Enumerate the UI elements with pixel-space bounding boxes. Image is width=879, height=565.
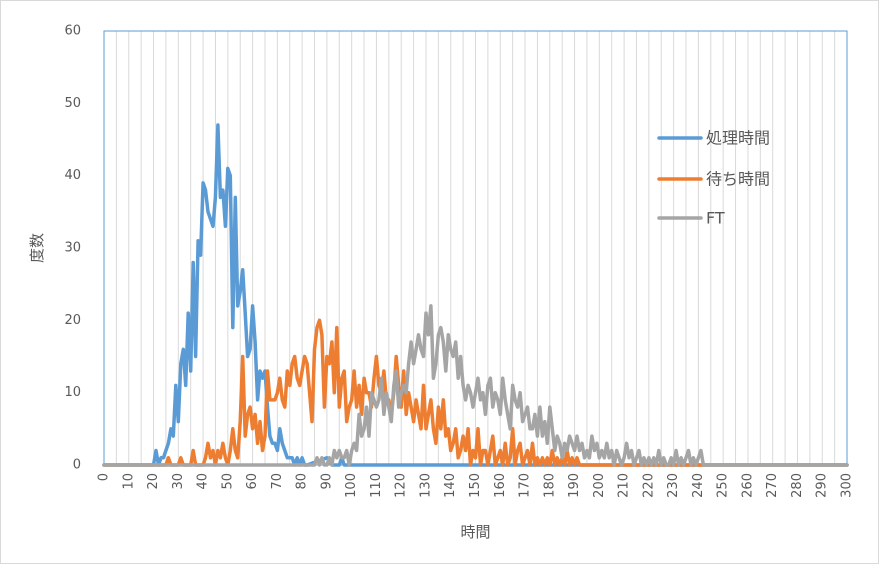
x-tick-label: 260 bbox=[740, 473, 755, 498]
x-tick-label: 90 bbox=[319, 473, 334, 490]
y-tick-label: 50 bbox=[64, 96, 81, 111]
y-tick-label: 10 bbox=[64, 385, 81, 400]
x-tick-label: 0 bbox=[97, 473, 112, 481]
x-tick-label: 100 bbox=[344, 473, 359, 498]
series-line-0 bbox=[102, 123, 849, 467]
y-axis-title: 度数 bbox=[28, 233, 46, 263]
legend-label: FT bbox=[706, 209, 725, 228]
x-axis-tick-labels: 0 10 20 30 40 50 60 70 80 90 100 110 120 130 140 150 160… bbox=[97, 473, 855, 498]
x-tick-label: 250 bbox=[716, 473, 731, 498]
x-tick-label: 170 bbox=[518, 473, 533, 498]
legend-label: 待ち時間 bbox=[706, 170, 770, 189]
x-tick-label: 190 bbox=[567, 473, 582, 498]
y-tick-label: 0 bbox=[73, 458, 81, 473]
x-tick-label: 180 bbox=[542, 473, 557, 498]
y-tick-label: 60 bbox=[64, 24, 81, 39]
x-tick-label: 40 bbox=[196, 473, 211, 490]
x-tick-label: 130 bbox=[418, 473, 433, 498]
x-tick-label: 210 bbox=[617, 473, 632, 498]
legend-label: 処理時間 bbox=[706, 129, 770, 148]
y-tick-label: 40 bbox=[64, 168, 81, 183]
x-tick-label: 110 bbox=[369, 473, 384, 498]
x-tick-label: 80 bbox=[295, 473, 310, 490]
y-tick-label: 30 bbox=[64, 241, 81, 256]
x-tick-label: 30 bbox=[171, 473, 186, 490]
x-tick-label: 200 bbox=[592, 473, 607, 498]
x-tick-label: 10 bbox=[121, 473, 136, 490]
x-tick-label: 270 bbox=[765, 473, 780, 498]
x-axis-title: 時間 bbox=[460, 523, 490, 541]
x-tick-label: 20 bbox=[146, 473, 161, 490]
x-tick-label: 140 bbox=[443, 473, 458, 498]
y-tick-label: 20 bbox=[64, 313, 81, 328]
x-tick-label: 290 bbox=[815, 473, 830, 498]
x-tick-label: 300 bbox=[840, 473, 855, 498]
x-tick-label: 70 bbox=[270, 473, 285, 490]
x-tick-label: 120 bbox=[394, 473, 409, 498]
x-tick-label: 150 bbox=[468, 473, 483, 498]
y-axis-tick-labels: 0 10 20 30 40 50 60 bbox=[64, 24, 81, 473]
x-tick-label: 160 bbox=[493, 473, 508, 498]
x-tick-label: 230 bbox=[666, 473, 681, 498]
x-tick-label: 50 bbox=[220, 473, 235, 490]
series-lines bbox=[102, 123, 849, 467]
x-tick-label: 60 bbox=[245, 473, 260, 490]
x-tick-label: 220 bbox=[641, 473, 656, 498]
series-line-2 bbox=[102, 304, 849, 467]
x-tick-label: 280 bbox=[790, 473, 805, 498]
x-tick-label: 240 bbox=[691, 473, 706, 498]
